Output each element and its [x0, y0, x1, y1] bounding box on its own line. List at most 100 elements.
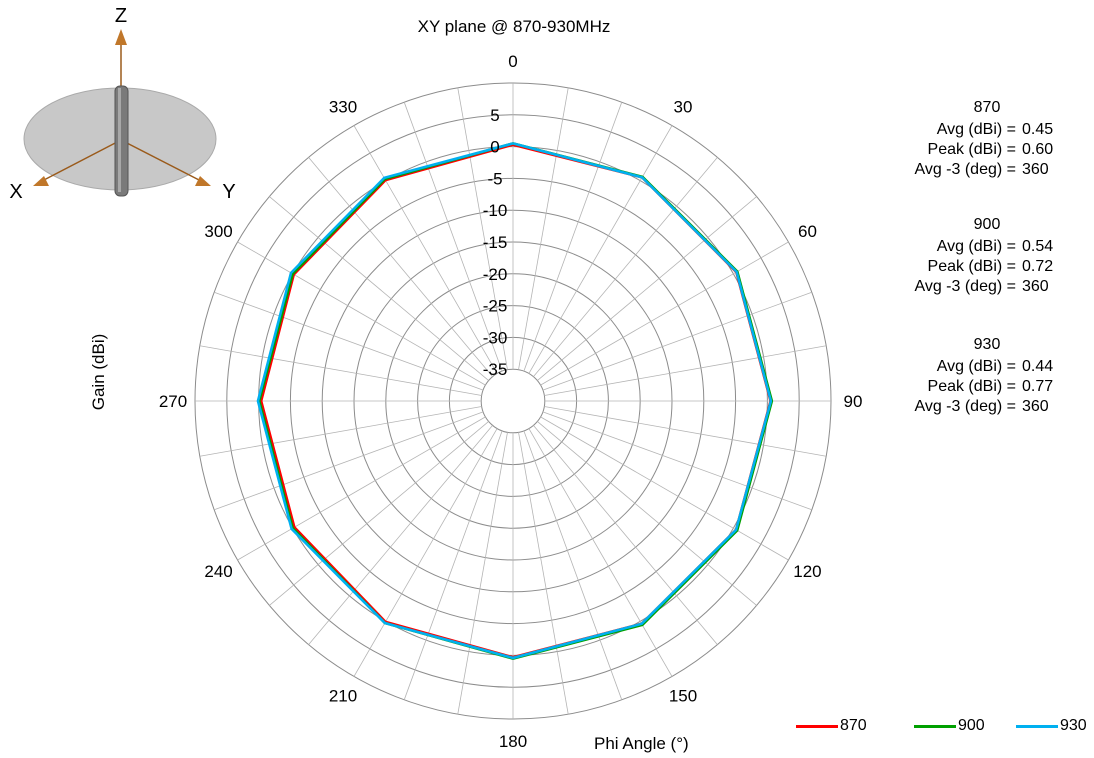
- antenna-whip-icon: [114, 85, 129, 197]
- angle-tick-label: 150: [669, 686, 697, 705]
- series-line-930: [256, 142, 773, 660]
- polar-grid-spokes: [195, 83, 831, 719]
- stats-block-930: 930 Avg (dBi) = 0.44 Peak (dBi) = 0.77 Avg…: [870, 336, 1080, 417]
- legend-swatch: [796, 724, 838, 728]
- radial-tick-labels: 5 0 -5 -10 -15 -20 -25 -30 -35: [483, 106, 508, 379]
- legend-swatch: [914, 724, 956, 728]
- x-axis-line: [41, 139, 122, 182]
- grid-spoke: [353, 428, 498, 677]
- grid-spoke: [540, 241, 789, 386]
- x-axis-label: Phi Angle (°): [594, 734, 689, 753]
- grid-spoke: [523, 102, 623, 372]
- polar-series: [256, 142, 774, 660]
- grid-spoke: [533, 157, 718, 377]
- grid-spoke: [269, 196, 489, 381]
- grid-spoke: [237, 416, 486, 561]
- grid-spoke: [542, 411, 812, 511]
- stats-avg3-value: 360: [1022, 398, 1049, 415]
- radial-tick-label: -20: [483, 265, 508, 284]
- angle-tick-label: 90: [844, 392, 863, 411]
- angle-tick-label: 210: [329, 686, 357, 705]
- antenna-orientation-inset: Z X Y: [9, 5, 235, 203]
- angle-tick-label: 30: [674, 98, 693, 117]
- grid-spoke: [518, 432, 569, 715]
- grid-spoke: [544, 345, 827, 396]
- x-arrow-icon: [33, 176, 49, 186]
- y-axis-label: Gain (dBi): [89, 333, 108, 411]
- radial-tick-label: 5: [490, 106, 499, 125]
- radial-tick-label: -10: [483, 201, 508, 220]
- stats-peak-label: Peak (dBi) =: [927, 378, 1016, 395]
- y-axis-line: [120, 139, 202, 182]
- angle-tick-label: 0: [508, 52, 517, 71]
- stats-freq: 930: [973, 336, 1001, 353]
- angle-tick-label: 240: [204, 562, 232, 581]
- angle-tick-label: 180: [499, 732, 527, 751]
- stats-peak-label: Peak (dBi) =: [927, 258, 1016, 275]
- stats-avg3-value: 360: [1022, 161, 1049, 178]
- stats-avg-label: Avg (dBi) =: [936, 121, 1016, 138]
- angle-tick-label: 270: [159, 392, 187, 411]
- stats-avg3-label: Avg -3 (deg) =: [914, 161, 1016, 178]
- legend-item-930: 930: [1016, 717, 1087, 735]
- stats-avg-value: 0.44: [1022, 358, 1054, 375]
- grid-spoke: [403, 102, 503, 372]
- grid-spoke: [540, 416, 789, 561]
- stats-block-900: 900 Avg (dBi) = 0.54 Peak (dBi) = 0.72 Avg…: [870, 216, 1080, 297]
- stats-avg3-label: Avg -3 (deg) =: [914, 398, 1016, 415]
- antenna-highlight: [118, 88, 121, 192]
- grid-spoke: [537, 196, 757, 381]
- radial-tick-label: -5: [487, 169, 502, 188]
- angle-tick-label: 300: [204, 222, 232, 241]
- grid-spoke: [528, 125, 673, 374]
- stats-avg-value: 0.54: [1022, 238, 1054, 255]
- legend-label: 930: [1060, 717, 1087, 734]
- stats-freq: 900: [973, 216, 1001, 233]
- legend-item-870: 870: [796, 717, 867, 735]
- stats-peak-value: 0.77: [1022, 378, 1054, 395]
- angle-tick-label: 330: [329, 98, 357, 117]
- legend-item-900: 900: [914, 717, 985, 735]
- grid-spoke: [214, 411, 484, 511]
- stats-avg-label: Avg (dBi) =: [936, 358, 1016, 375]
- grid-spoke: [518, 87, 569, 370]
- inset-z-label: Z: [115, 5, 127, 27]
- stats-avg-value: 0.45: [1022, 121, 1054, 138]
- angle-tick-label: 60: [798, 222, 817, 241]
- grid-spoke: [403, 430, 503, 700]
- stats-peak-value: 0.60: [1022, 141, 1054, 158]
- angle-tick-labels: 0 30 60 90 120 150 180 210 240 270 300 330: [159, 52, 863, 751]
- z-arrow-icon: [115, 29, 127, 45]
- grid-spoke: [269, 421, 489, 606]
- grid-spoke: [528, 428, 673, 677]
- y-arrow-icon: [195, 176, 211, 186]
- grid-spoke: [542, 291, 812, 391]
- grid-spoke: [457, 87, 508, 370]
- stats-avg3-label: Avg -3 (deg) =: [914, 278, 1016, 295]
- legend-label: 900: [958, 717, 985, 734]
- grid-spoke: [214, 291, 484, 391]
- stats-freq: 870: [973, 99, 1001, 116]
- grid-spoke: [457, 432, 508, 715]
- radial-tick-label: -35: [483, 360, 508, 379]
- grid-spoke: [199, 345, 482, 396]
- grid-spoke: [537, 421, 757, 606]
- grid-spoke: [237, 241, 486, 386]
- grid-spoke: [353, 125, 498, 374]
- angle-tick-label: 120: [793, 562, 821, 581]
- stats-block-870: 870 Avg (dBi) = 0.45 Peak (dBi) = 0.60 Avg…: [870, 99, 1080, 180]
- grid-spoke: [199, 406, 482, 457]
- radial-tick-label: 0: [490, 138, 499, 157]
- grid-spoke: [308, 157, 493, 377]
- grid-spoke: [308, 425, 493, 645]
- stats-avg-label: Avg (dBi) =: [936, 238, 1016, 255]
- radial-tick-label: -30: [483, 328, 508, 347]
- grid-spoke: [544, 406, 827, 457]
- radial-tick-label: -15: [483, 233, 508, 252]
- radial-tick-label: -25: [483, 297, 508, 316]
- grid-spoke: [533, 425, 718, 645]
- stats-peak-label: Peak (dBi) =: [927, 141, 1016, 158]
- legend-label: 870: [840, 717, 867, 734]
- grid-spoke: [523, 430, 623, 700]
